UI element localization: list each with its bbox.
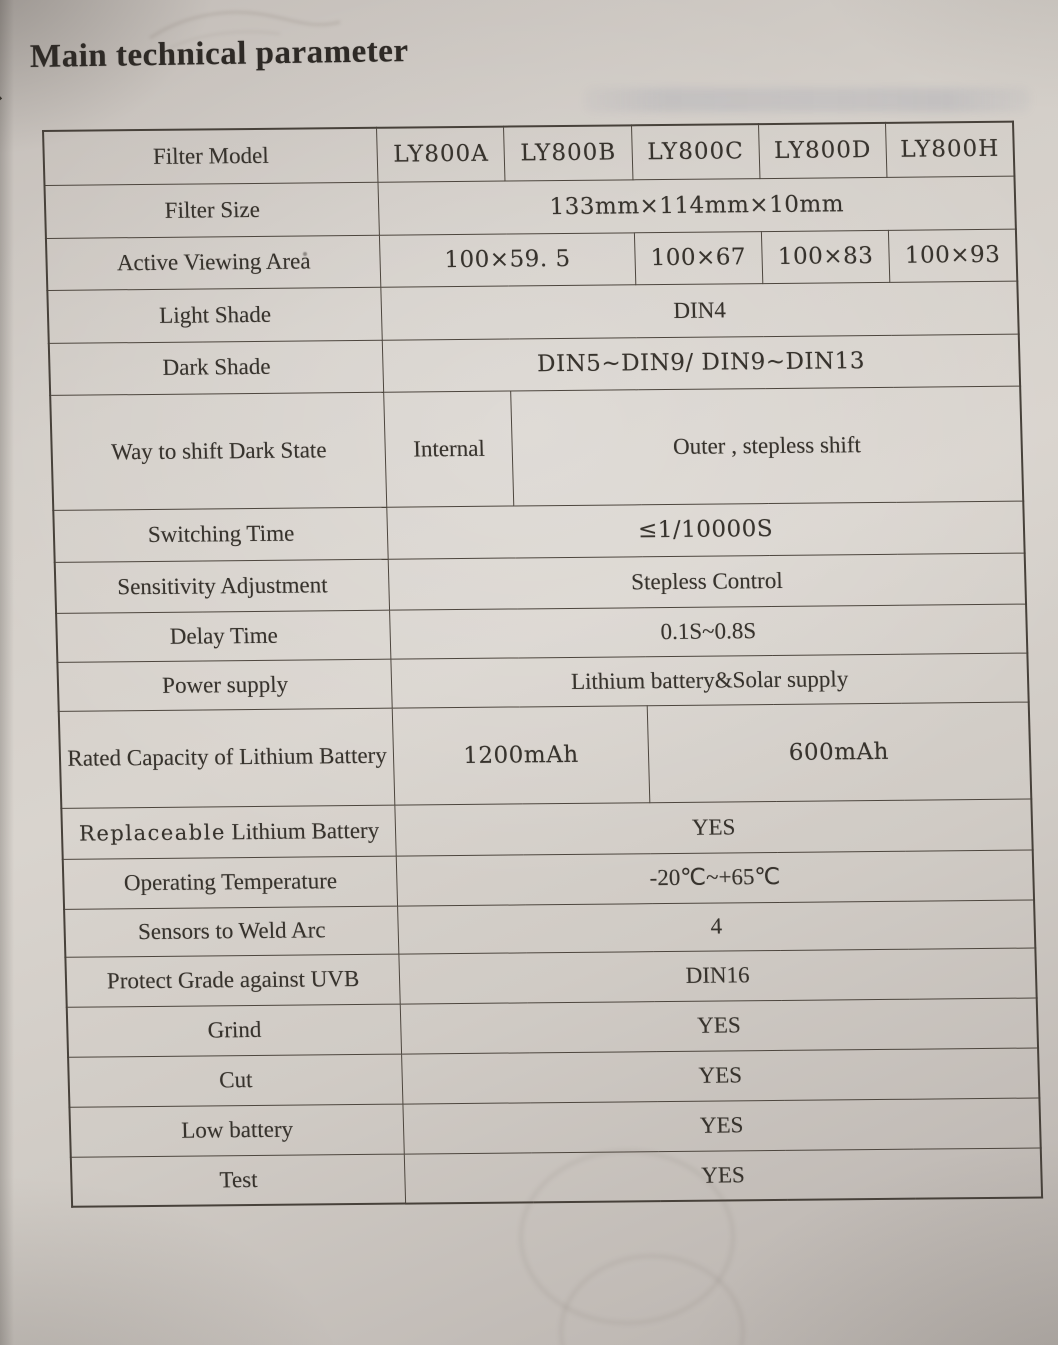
row-label: Cut <box>68 1053 404 1107</box>
list-marker-fragment: 、 <box>0 75 19 105</box>
model-cell: LY800D <box>758 122 888 179</box>
value-cell: YES <box>401 1047 1040 1104</box>
value-cell: DIN5~DIN9/ DIN9~DIN13 <box>382 333 1021 392</box>
row-label: Light Shade <box>47 286 383 343</box>
row-test: Test YES <box>70 1147 1043 1207</box>
row-dark-shade: Dark Shade DIN5~DIN9/ DIN9~DIN13 <box>48 333 1021 395</box>
row-switching-time: Switching Time ≤1/10000S <box>53 500 1025 562</box>
value-cell: YES <box>403 1097 1041 1154</box>
row-sensitivity-adjustment: Sensitivity Adjustment Stepless Control <box>54 552 1027 613</box>
page-title: Main technical parameter <box>29 33 409 75</box>
row-label-part2: Lithium Battery <box>225 817 380 844</box>
row-way-to-shift-dark-state: Way to shift Dark State Internal Outer ,… <box>50 385 1024 510</box>
value-cell-internal: Internal <box>383 390 515 507</box>
row-label: Test <box>70 1153 406 1207</box>
value-cell: DIN16 <box>399 947 1037 1004</box>
value-cell: 100×93 <box>888 228 1018 282</box>
row-label: Active Viewing Area <box>45 234 382 290</box>
row-label: Power supply <box>57 658 393 711</box>
value-cell: DIN4 <box>381 280 1019 340</box>
row-label: Sensitivity Adjustment <box>54 558 390 613</box>
watermark-stamp-circle <box>560 1255 744 1345</box>
row-active-viewing-area: Active Viewing Area 100×59. 5 100×67 100… <box>45 228 1018 290</box>
model-cell: LY800H <box>885 121 1015 177</box>
value-cell: 100×83 <box>761 229 890 284</box>
row-label: Low battery <box>69 1103 405 1157</box>
row-label: Operating Temperature <box>62 855 398 909</box>
row-label-part1: Replaceable <box>78 819 227 846</box>
value-cell: ≤1/10000S <box>386 500 1025 559</box>
value-cell: -20℃~+65℃ <box>396 849 1035 906</box>
row-label: Protect Grade against UVB <box>65 953 401 1007</box>
row-label: Delay Time <box>56 609 392 662</box>
model-cell: LY800C <box>631 124 760 180</box>
row-label: Switching Time <box>53 506 389 562</box>
value-cell: 1200mAh <box>392 705 650 805</box>
row-label: Replaceable Lithium Battery <box>61 804 397 859</box>
value-cell-outer: Outer , stepless shift <box>511 385 1024 506</box>
row-label: Rated Capacity of Lithium Battery <box>58 707 396 808</box>
row-label: Filter Size <box>44 181 380 238</box>
model-cell: LY800B <box>503 125 633 181</box>
pencil-scribble <box>149 10 341 49</box>
value-cell: YES <box>404 1147 1043 1204</box>
page-showthrough-smudge <box>585 88 1030 112</box>
value-cell: 133mm×114mm×10mm <box>378 175 1016 235</box>
value-cell: 4 <box>397 899 1036 954</box>
title-bar: 、 Main technical parameter <box>0 33 409 105</box>
row-light-shade: Light Shade DIN4 <box>47 280 1019 343</box>
row-rated-capacity: Rated Capacity of Lithium Battery 1200mA… <box>58 701 1032 808</box>
value-cell: Stepless Control <box>388 552 1027 610</box>
row-replaceable-battery: Replaceable Lithium Battery YES <box>61 798 1033 859</box>
table-container: Filter Model LY800A LY800B LY800C LY800D… <box>42 120 1044 1208</box>
row-label: Grind <box>66 1003 402 1057</box>
value-cell: 100×67 <box>634 231 763 285</box>
value-cell: 100×59. 5 <box>379 232 636 287</box>
technical-parameter-table: Filter Model LY800A LY800B LY800C LY800D… <box>42 120 1044 1208</box>
paper-speck <box>303 252 307 256</box>
row-label: Way to shift Dark State <box>50 391 387 510</box>
value-cell: 600mAh <box>646 701 1032 803</box>
value-cell: 0.1S~0.8S <box>389 603 1028 659</box>
row-label: Filter Model <box>43 127 379 185</box>
value-cell: YES <box>400 997 1039 1054</box>
value-cell: Lithium battery&Solar supply <box>391 652 1029 708</box>
row-label: Dark Shade <box>48 339 384 395</box>
model-cell: LY800A <box>376 126 506 182</box>
row-filter-size: Filter Size 133mm×114mm×10mm <box>44 175 1016 238</box>
value-cell: YES <box>395 798 1033 856</box>
row-label: Sensors to Weld Arc <box>64 905 400 957</box>
row-filter-model: Filter Model LY800A LY800B LY800C LY800D… <box>43 121 1015 185</box>
